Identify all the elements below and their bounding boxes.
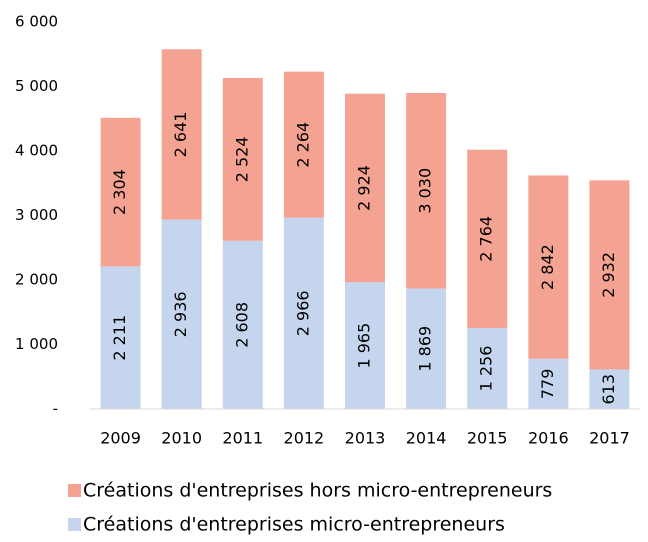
legend-label: Créations d'entreprises micro-entreprene… <box>83 514 505 536</box>
data-label: 2 524 <box>232 136 251 182</box>
data-label: 779 <box>538 369 557 400</box>
data-label: 1 869 <box>416 326 435 372</box>
data-label: 3 030 <box>416 168 435 214</box>
data-label: 2 304 <box>110 169 129 215</box>
bar-segment <box>467 327 508 409</box>
legend-swatch <box>68 484 81 497</box>
data-label: 2 264 <box>293 122 312 168</box>
data-label: 2 764 <box>477 216 496 262</box>
x-tick-label: 2013 <box>345 429 386 448</box>
data-label: 613 <box>599 374 618 405</box>
bar-segment <box>100 266 141 409</box>
data-label: 2 608 <box>232 302 251 348</box>
bar-segment <box>161 219 202 409</box>
bar-segment <box>467 149 508 328</box>
data-label: 2 936 <box>171 291 190 337</box>
y-tick-label: 1 000 <box>15 335 58 353</box>
y-tick-label: - <box>53 400 58 418</box>
bar-segment <box>283 217 324 409</box>
x-tick-label: 2010 <box>161 429 202 448</box>
bar-segment <box>283 71 324 218</box>
data-label: 2 641 <box>171 112 190 158</box>
data-label: 2 842 <box>538 244 557 290</box>
y-tick-label: 2 000 <box>15 271 58 289</box>
bar-segment <box>406 288 447 409</box>
data-label: 2 211 <box>110 315 129 361</box>
bar-segment <box>222 77 263 241</box>
y-tick-label: 4 000 <box>15 142 58 160</box>
x-tick-label: 2017 <box>589 429 630 448</box>
y-tick-label: 5 000 <box>15 77 58 95</box>
x-tick-label: 2014 <box>406 429 447 448</box>
bar-segment <box>161 49 202 220</box>
y-tick-label: 3 000 <box>15 206 58 224</box>
x-tick-label: 2011 <box>222 429 263 448</box>
bar-segment <box>100 117 141 267</box>
legend-label: Créations d'entreprises hors micro-entre… <box>83 480 552 502</box>
x-tick-label: 2009 <box>100 429 141 448</box>
bar-segment <box>528 175 569 359</box>
y-tick-label: 6 000 <box>15 13 58 31</box>
bar-segment <box>345 282 385 409</box>
data-label: 2 924 <box>355 165 374 211</box>
x-tick-label: 2012 <box>284 429 325 448</box>
bar-segment <box>222 240 263 409</box>
bar-segment <box>589 180 630 370</box>
x-tick-label: 2016 <box>528 429 569 448</box>
bar-segment <box>345 93 385 283</box>
bar-segment <box>589 369 630 409</box>
legend-swatch <box>68 518 81 531</box>
bar-segment <box>406 93 447 289</box>
data-label: 1 965 <box>355 323 374 369</box>
bar-segment <box>528 358 569 409</box>
data-label: 2 932 <box>599 252 618 298</box>
x-tick-label: 2015 <box>467 429 508 448</box>
data-label: 2 966 <box>293 290 312 336</box>
data-label: 1 256 <box>477 346 496 392</box>
